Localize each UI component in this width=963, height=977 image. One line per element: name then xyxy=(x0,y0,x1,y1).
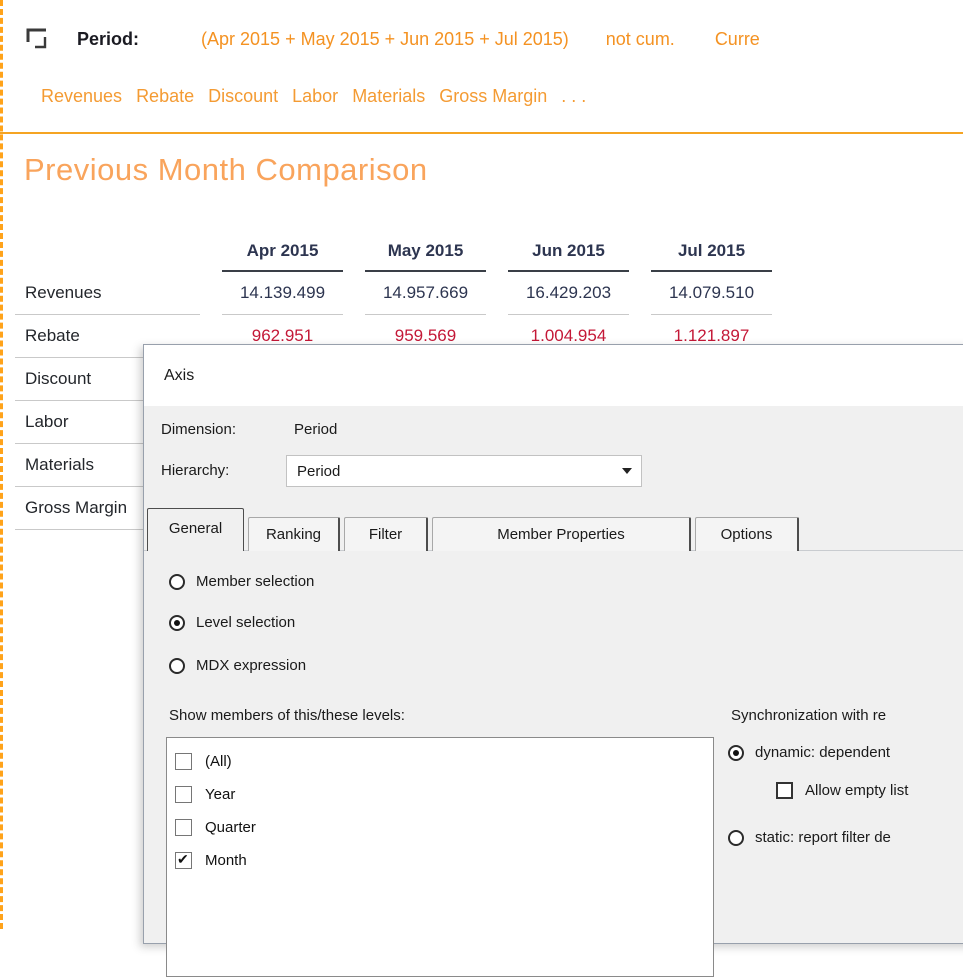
synchronization-heading: Synchronization with re xyxy=(731,707,887,724)
checkbox-label: Allow empty list xyxy=(805,782,909,799)
row-label[interactable]: Revenues xyxy=(15,272,200,315)
tab-options[interactable]: Options xyxy=(695,517,799,551)
measure-link-gross-margin[interactable]: Gross Margin xyxy=(439,85,548,106)
measure-link-labor[interactable]: Labor xyxy=(292,85,339,106)
column-header-apr[interactable]: Apr 2015 xyxy=(222,232,343,272)
filter-row-measures: Revenues Rebate Discount Labor Materials… xyxy=(41,82,586,110)
table-header-row: Apr 2015 May 2015 Jun 2015 Jul 2015 xyxy=(15,232,772,272)
column-header-jul[interactable]: Jul 2015 xyxy=(651,232,772,272)
table-row-revenues: Revenues 14.139.499 14.957.669 16.429.20… xyxy=(15,272,772,315)
checkbox-icon xyxy=(175,819,192,836)
levels-listbox[interactable]: (All) Year Quarter Month xyxy=(166,737,714,977)
level-label: Month xyxy=(205,852,247,869)
report-left-dashed-border xyxy=(0,0,3,929)
radio-label: Level selection xyxy=(196,614,296,631)
dimension-value: Period xyxy=(294,421,338,438)
level-item-quarter[interactable]: Quarter xyxy=(167,811,713,844)
chevron-down-icon xyxy=(622,468,632,474)
radio-selected-icon xyxy=(728,744,744,761)
level-item-all[interactable]: (All) xyxy=(167,745,713,778)
radio-label: static: report filter de xyxy=(755,829,891,846)
radio-label: Member selection xyxy=(196,573,315,590)
level-item-year[interactable]: Year xyxy=(167,778,713,811)
tab-filter[interactable]: Filter xyxy=(344,517,428,551)
column-header-jun[interactable]: Jun 2015 xyxy=(508,232,629,272)
radio-static[interactable]: static: report filter de xyxy=(728,829,891,846)
value-cell: 16.429.203 xyxy=(508,272,629,315)
radio-icon xyxy=(169,573,185,590)
checkbox-icon xyxy=(175,786,192,803)
measure-more-link[interactable]: . . . xyxy=(561,85,587,106)
checkbox-icon xyxy=(175,753,192,770)
row-label[interactable]: Rebate xyxy=(15,315,200,358)
tab-member-properties[interactable]: Member Properties xyxy=(432,517,691,551)
period-selection-link[interactable]: (Apr 2015 + May 2015 + Jun 2015 + Jul 20… xyxy=(201,28,569,49)
measure-link-gross-materials[interactable]: Materials xyxy=(352,85,426,106)
dimension-label: Dimension: xyxy=(161,421,237,438)
checkbox-checked-icon xyxy=(175,851,192,869)
period-dimension-label: Period: xyxy=(77,28,140,49)
radio-selected-icon xyxy=(169,614,185,631)
hierarchy-label: Hierarchy: xyxy=(161,462,230,479)
level-label: Quarter xyxy=(205,819,256,836)
dialog-titlebar[interactable]: Axis xyxy=(144,345,963,406)
column-header-may[interactable]: May 2015 xyxy=(365,232,486,272)
measure-link-discount[interactable]: Discount xyxy=(208,85,279,106)
radio-icon xyxy=(169,657,185,674)
radio-mdx-expression[interactable]: MDX expression xyxy=(169,657,306,674)
value-cell: 14.957.669 xyxy=(365,272,486,315)
hierarchy-combobox-value: Period xyxy=(297,462,341,480)
dialog-tabstrip: General Ranking Filter Member Properties… xyxy=(144,507,963,551)
axis-dialog: Axis Dimension: Period Hierarchy: Period… xyxy=(143,344,963,977)
radio-label: MDX expression xyxy=(196,657,307,674)
value-cell: 14.139.499 xyxy=(222,272,343,315)
checkbox-allow-empty-list[interactable]: Allow empty list xyxy=(776,782,908,799)
page-title: Previous Month Comparison xyxy=(24,152,428,187)
level-label: Year xyxy=(205,786,236,803)
radio-label: dynamic: dependent xyxy=(755,744,891,761)
tab-ranking[interactable]: Ranking xyxy=(248,517,340,551)
value-cell: 14.079.510 xyxy=(651,272,772,315)
row-label[interactable]: Labor xyxy=(15,401,200,444)
radio-level-selection[interactable]: Level selection xyxy=(169,614,295,631)
level-label: (All) xyxy=(205,753,232,770)
radio-member-selection[interactable]: Member selection xyxy=(169,573,314,590)
checkbox-icon xyxy=(776,782,793,799)
radio-dynamic[interactable]: dynamic: dependent xyxy=(728,744,890,761)
currency-link-truncated[interactable]: Curre xyxy=(714,28,760,49)
measure-link-rebate[interactable]: Rebate xyxy=(136,85,195,106)
row-label[interactable]: Discount xyxy=(15,358,200,401)
dialog-title: Axis xyxy=(164,366,195,384)
measure-link-revenues[interactable]: Revenues xyxy=(41,85,123,106)
table-corner-cell xyxy=(15,232,200,272)
level-item-month[interactable]: Month xyxy=(167,844,713,877)
levels-list-label: Show members of this/these levels: xyxy=(169,707,405,724)
hierarchy-combobox[interactable]: Period xyxy=(286,455,642,487)
tab-general[interactable]: General xyxy=(147,508,244,551)
row-label[interactable]: Gross Margin xyxy=(15,487,200,530)
row-label[interactable]: Materials xyxy=(15,444,200,487)
radio-icon xyxy=(728,829,744,846)
filter-bar: Period: (Apr 2015 + May 2015 + Jun 2015 … xyxy=(0,0,963,134)
cumulation-link[interactable]: not cum. xyxy=(605,28,675,49)
filter-region-corner-icon[interactable] xyxy=(26,28,48,50)
filter-row-period: Period: (Apr 2015 + May 2015 + Jun 2015 … xyxy=(0,24,963,54)
